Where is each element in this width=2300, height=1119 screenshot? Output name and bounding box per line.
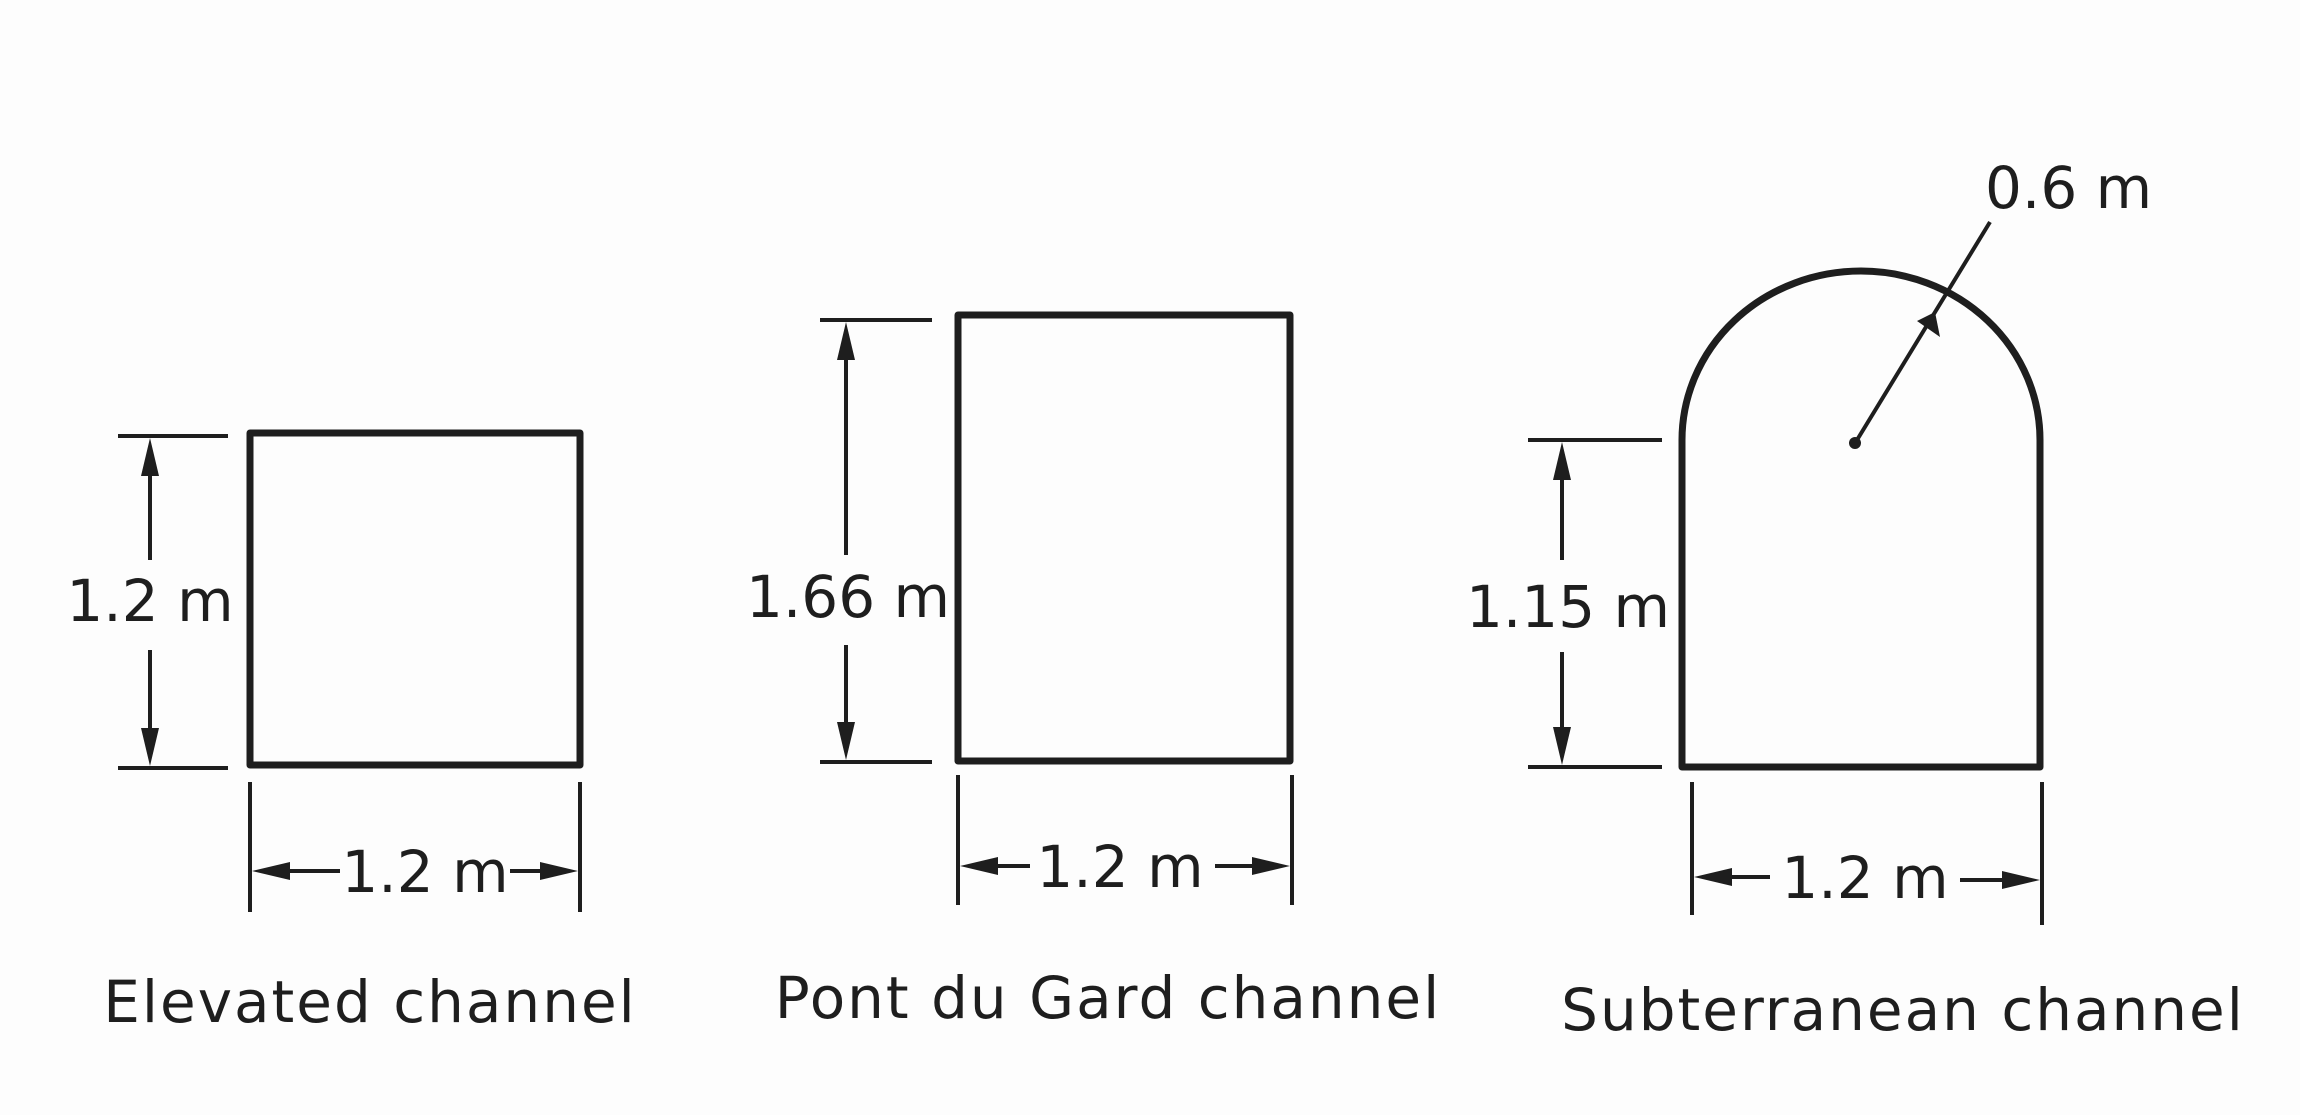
- pont-height-arrow-up: [837, 322, 855, 360]
- elevated-height-arrow-down: [141, 728, 159, 766]
- sub-width-arrow-right: [2002, 871, 2040, 889]
- pont-width-label: 1.2 m: [1036, 833, 1203, 901]
- elevated-height-label: 1.2 m: [66, 567, 233, 635]
- radius-arrow: [1917, 312, 1940, 337]
- subterranean-channel-section: [1678, 267, 2044, 771]
- elevated-width-arrow-left: [252, 862, 290, 880]
- subterranean-channel: 0.6 m 1.15 m 1.2 m Subterranean channel: [1466, 154, 2245, 1044]
- elevated-height-arrow-up: [141, 438, 159, 476]
- sub-width-arrow-left: [1694, 868, 1732, 886]
- elevated-channel-section: [246, 429, 584, 769]
- pont-du-gard-channel-section: [954, 311, 1294, 765]
- elevated-width-label: 1.2 m: [341, 838, 508, 906]
- pont-du-gard-channel-caption: Pont du Gard channel: [775, 964, 1441, 1032]
- pont-height-label: 1.66 m: [746, 563, 950, 631]
- sub-height-arrow-up: [1553, 442, 1571, 480]
- elevated-channel-caption: Elevated channel: [103, 968, 637, 1036]
- sub-width-label: 1.2 m: [1781, 844, 1948, 912]
- radius-label: 0.6 m: [1985, 154, 2152, 222]
- subterranean-channel-caption: Subterranean channel: [1561, 976, 2245, 1044]
- sub-height-label: 1.15 m: [1466, 573, 1670, 641]
- pont-width-arrow-right: [1252, 857, 1290, 875]
- sub-height-arrow-down: [1553, 727, 1571, 765]
- pont-height-arrow-down: [837, 722, 855, 760]
- elevated-width-arrow-right: [540, 862, 578, 880]
- radius-line: [1855, 220, 1992, 442]
- pont-width-arrow-left: [960, 857, 998, 875]
- elevated-channel: 1.2 m 1.2 m Elevated channel: [66, 429, 637, 1036]
- pont-du-gard-channel: 1.66 m 1.2 m Pont du Gard channel: [746, 311, 1441, 1032]
